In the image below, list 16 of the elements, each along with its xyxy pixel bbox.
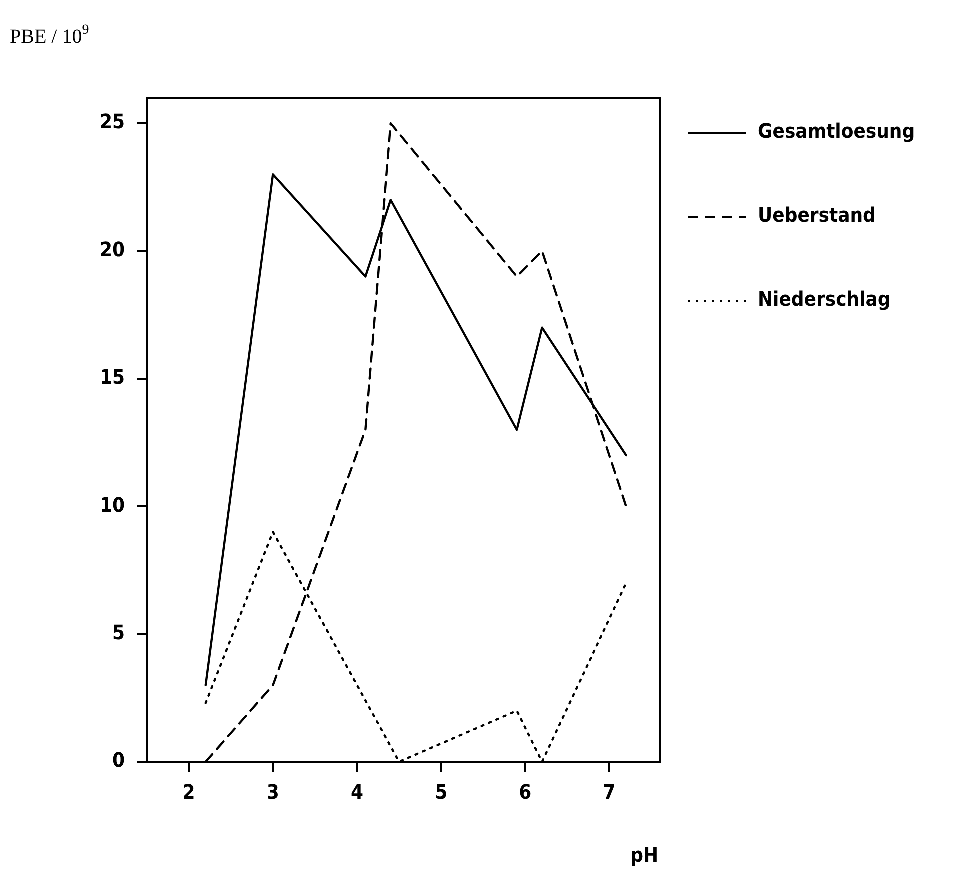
y-tick-label: 5	[112, 620, 125, 645]
legend-label: Ueberstand	[758, 203, 876, 228]
x-axis-title: pH	[630, 843, 659, 867]
legend-label: Niederschlag	[758, 287, 891, 312]
y-tick-label: 15	[100, 365, 125, 390]
legend-label: Gesamtloesung	[758, 119, 916, 144]
y-tick-label: 25	[100, 110, 125, 134]
x-tick-label: 3	[266, 780, 280, 804]
y-tick-label: 10	[100, 492, 125, 517]
y-tick-label: 20	[100, 237, 125, 262]
x-tick-label: 4	[350, 780, 364, 804]
x-tick-label: 2	[182, 780, 196, 804]
y-tick-label: 0	[112, 748, 125, 772]
x-tick-label: 6	[519, 780, 532, 804]
x-tick-label: 5	[435, 780, 448, 804]
x-tick-label: 7	[603, 780, 616, 804]
